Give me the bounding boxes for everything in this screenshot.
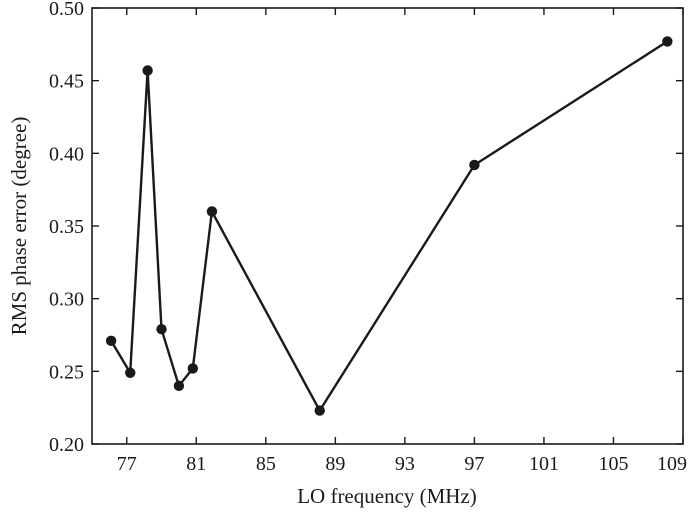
data-point bbox=[314, 405, 325, 416]
x-axis: 77 81 85 89 93 97 101 105 109 bbox=[117, 8, 687, 475]
y-tick-label: 0.35 bbox=[49, 216, 84, 238]
series-line bbox=[110, 40, 669, 412]
x-tick-label: 97 bbox=[464, 453, 484, 475]
x-tick-label: 81 bbox=[186, 453, 206, 475]
y-axis: 0.20 0.25 0.30 0.35 0.40 0.45 0.50 bbox=[49, 0, 683, 456]
x-tick-label: 101 bbox=[529, 453, 559, 475]
y-axis-title: RMS phase error (degree) bbox=[7, 117, 31, 336]
data-point bbox=[156, 323, 167, 335]
y-tick-label: 0.45 bbox=[49, 71, 84, 93]
data-point bbox=[142, 65, 153, 76]
x-axis-title: LO frequency (MHz) bbox=[297, 484, 477, 508]
x-tick-label: 85 bbox=[256, 453, 276, 475]
data-point bbox=[173, 380, 185, 392]
data-point bbox=[206, 206, 218, 217]
data-point bbox=[125, 367, 136, 378]
data-series bbox=[105, 36, 673, 416]
x-tick-label: 105 bbox=[598, 453, 628, 475]
x-tick-label: 89 bbox=[325, 453, 345, 475]
data-point bbox=[187, 363, 199, 374]
x-tick-label: 77 bbox=[117, 453, 137, 475]
data-point bbox=[469, 159, 480, 171]
x-tick-label: 109 bbox=[657, 453, 687, 475]
plot-frame bbox=[91, 7, 684, 445]
y-tick-label: 0.30 bbox=[49, 289, 84, 311]
data-point bbox=[662, 36, 673, 47]
y-tick-label: 0.20 bbox=[49, 434, 84, 456]
x-tick-label: 93 bbox=[395, 453, 415, 475]
y-tick-label: 0.50 bbox=[49, 0, 84, 20]
y-tick-label: 0.25 bbox=[49, 361, 84, 383]
y-tick-label: 0.40 bbox=[49, 143, 84, 165]
data-point bbox=[105, 335, 117, 347]
